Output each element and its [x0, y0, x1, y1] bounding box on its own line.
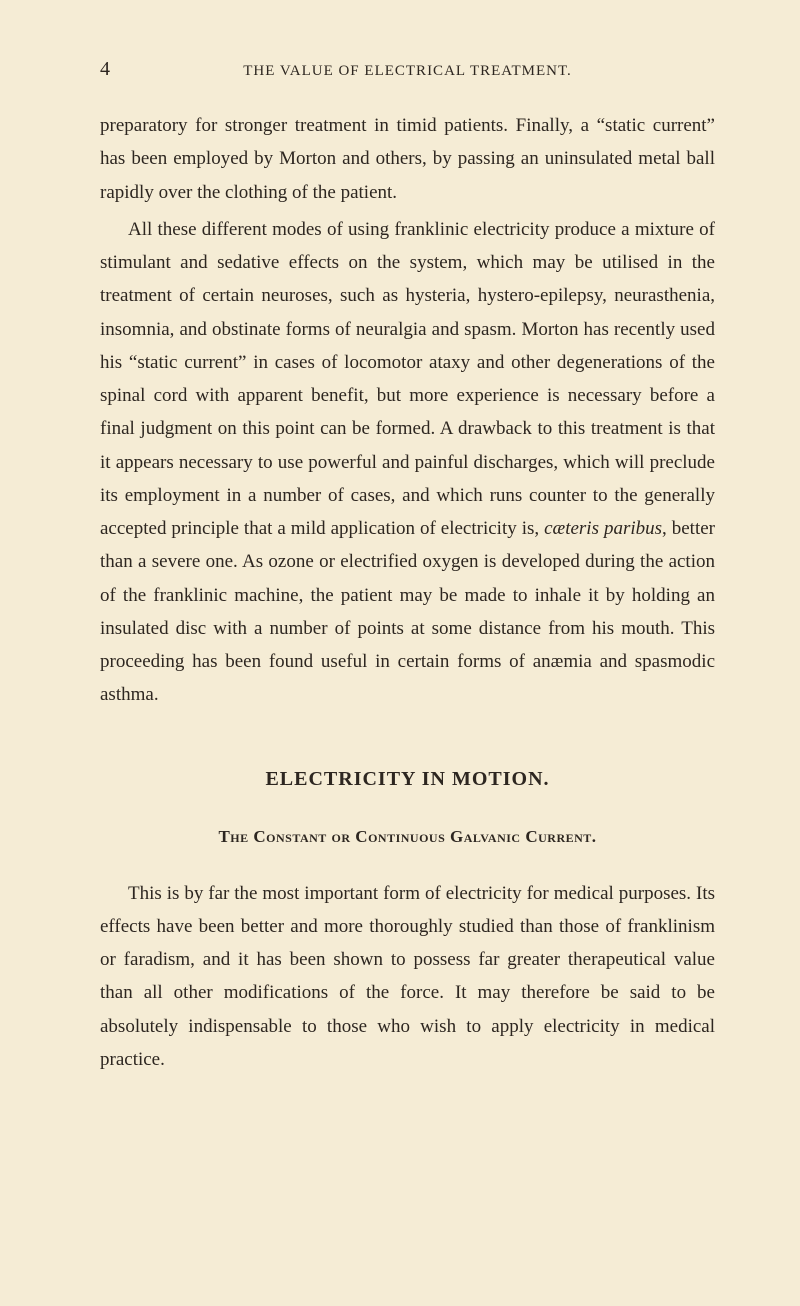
section-heading: ELECTRICITY IN MOTION.: [100, 768, 715, 791]
paragraph-text: All these different modes of using frank…: [100, 219, 715, 539]
body-paragraph: All these different modes of using frank…: [100, 213, 715, 712]
running-title: THE VALUE OF ELECTRICAL TREATMENT.: [100, 63, 715, 80]
body-paragraph: preparatory for stronger treatment in ti…: [100, 109, 715, 209]
body-paragraph: This is by far the most important form o…: [100, 877, 715, 1077]
italic-phrase: cæteris paribus: [544, 518, 662, 539]
subsection-heading: The Constant or Continuous Galvanic Curr…: [100, 827, 715, 847]
page-header: 4 THE VALUE OF ELECTRICAL TREATMENT.: [100, 58, 715, 81]
paragraph-text: , better than a severe one. As ozone or …: [100, 518, 715, 705]
document-page: 4 THE VALUE OF ELECTRICAL TREATMENT. pre…: [0, 0, 800, 1306]
